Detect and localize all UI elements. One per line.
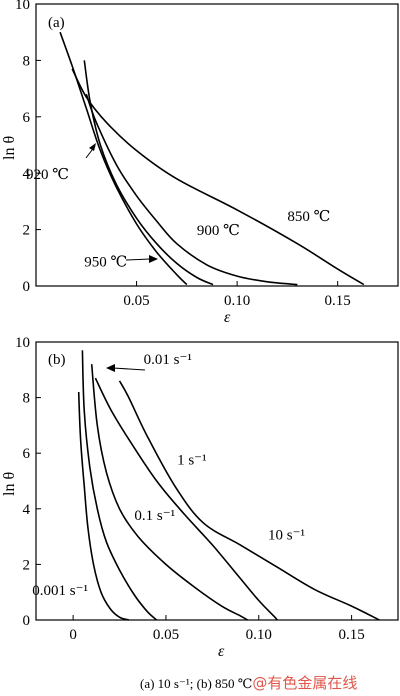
panel-b-annotations: 0.01 s⁻¹ 1 s⁻¹ 0.1 s⁻¹ 10 s⁻¹ 0.001 s⁻¹: [32, 352, 305, 599]
b-series-10-s: [118, 380, 380, 621]
a-xtick-label-0-15: 0.15: [325, 293, 351, 309]
a-ytick-label-8: 8: [23, 53, 31, 69]
panel-b-x-ticks: 0 0.05 0.10 0.15: [69, 615, 365, 643]
b-series-0-01-s: [81, 350, 158, 621]
a-series-850: [71, 68, 365, 286]
b-xtick-label-0-05: 0.05: [153, 627, 179, 643]
arrow-0-01: [112, 367, 146, 371]
a-annotation-950: 950 ℃: [84, 254, 127, 270]
panel-b-y-ticks: 0 2 4 6 8 10: [15, 335, 41, 629]
panel-a: (a) 0 2 4 6 8 10 0.05 0.10 0.15 850 ℃ 900 ℃ 920 ℃…: [1, 0, 399, 326]
panel-a-y-label: ln θ: [1, 136, 18, 160]
arrow-950: [125, 258, 151, 261]
a-series-920: [83, 60, 214, 286]
a-ytick-label-4: 4: [23, 166, 31, 182]
a-annotation-850: 850 ℃: [287, 209, 330, 225]
arrow-920-head: [89, 143, 96, 151]
panel-a-x-label: ε: [224, 309, 231, 326]
panel-a-frame: [35, 3, 399, 287]
arrow-0-01-head: [106, 364, 115, 372]
panel-a-y-ticks: 0 2 4 6 8 10: [15, 0, 41, 295]
panel-a-label: (a): [48, 15, 65, 31]
panel-b-y-label: ln θ: [1, 472, 18, 496]
b-xtick-label-0-15: 0.15: [338, 627, 364, 643]
b-ytick-label-4: 4: [23, 502, 31, 518]
panel-b-frame: [35, 341, 399, 621]
b-annotation-0-1-s: 0.1 s⁻¹: [134, 508, 175, 524]
panel-b-x-label: ε: [218, 643, 225, 660]
a-xtick-label-0-05: 0.05: [123, 293, 149, 309]
b-series-0-001-s: [77, 391, 130, 621]
b-annotation-0-01-s: 0.01 s⁻¹: [144, 352, 192, 368]
figure-caption: (a) 10 s⁻¹; (b) 850 ℃@有色金属在线: [140, 672, 357, 693]
b-annotation-10-s: 10 s⁻¹: [268, 527, 305, 543]
b-series-0-1-s: [90, 364, 249, 621]
watermark: @有色金属在线: [252, 674, 358, 692]
panel-b-curves: [77, 350, 380, 621]
b-ytick-label-2: 2: [23, 557, 31, 573]
b-ytick-label-8: 8: [23, 391, 31, 407]
a-series-950: [59, 31, 188, 286]
panel-a-curves: [59, 31, 365, 286]
arrow-950-head: [149, 255, 158, 263]
a-xtick-label-0-10: 0.10: [224, 293, 250, 309]
a-ytick-label-2: 2: [23, 223, 31, 239]
a-ytick-label-10: 10: [15, 0, 30, 13]
b-xtick-label-0-10: 0.10: [246, 627, 272, 643]
b-annotation-0-001-s: 0.001 s⁻¹: [32, 583, 88, 599]
b-ytick-label-0: 0: [23, 613, 31, 629]
b-annotation-1-s: 1 s⁻¹: [177, 452, 207, 468]
panel-b-label: (b): [48, 352, 66, 368]
b-ytick-label-10: 10: [15, 335, 30, 351]
panel-a-annotations: 850 ℃ 900 ℃ 920 ℃ 950 ℃: [26, 167, 330, 270]
a-annotation-900: 900 ℃: [197, 223, 240, 239]
a-annotation-920: 920 ℃: [26, 167, 69, 183]
a-ytick-label-6: 6: [23, 110, 31, 126]
a-ytick-label-0: 0: [23, 279, 31, 295]
panel-a-x-ticks: 0.05 0.10 0.15: [123, 281, 351, 309]
b-ytick-label-6: 6: [23, 446, 31, 462]
b-series-1-s: [94, 377, 278, 621]
caption-text: (a) 10 s⁻¹; (b) 850 ℃: [140, 676, 253, 691]
a-series-900: [85, 93, 298, 286]
b-xtick-label-0: 0: [69, 627, 77, 643]
